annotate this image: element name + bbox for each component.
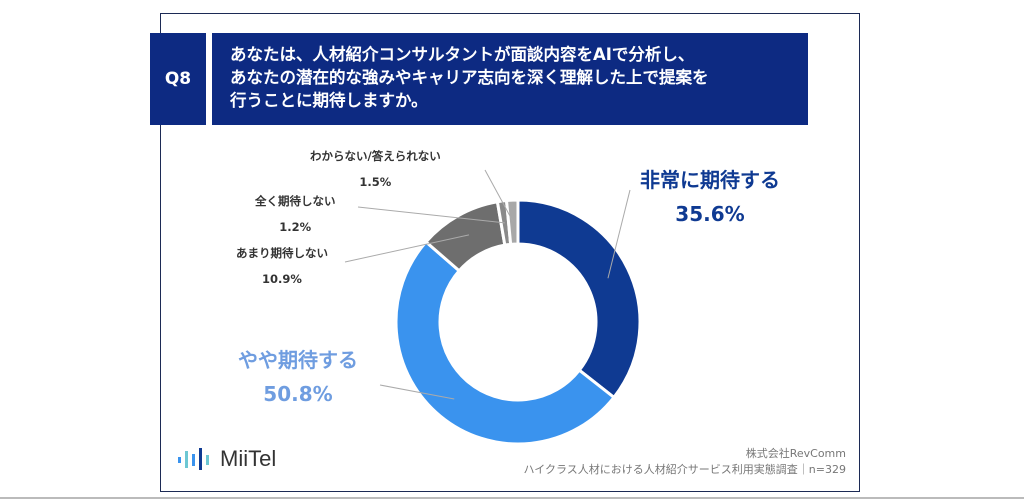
miitel-logo: MiiTel <box>178 446 276 472</box>
question-number: Q8 <box>150 33 206 125</box>
donut-slice <box>516 198 642 400</box>
label-somewhat-expect: やや期待する 50.8% <box>238 343 358 411</box>
slice-label: わからない/答えられない <box>310 149 441 163</box>
logo-bars-icon <box>178 448 209 470</box>
slice-label: あまり期待しない <box>236 246 328 260</box>
divider <box>0 497 1024 499</box>
question-text: あなたは、人材紹介コンサルタントが面談内容をAIで分析し、 あなたの潜在的な強み… <box>212 33 808 125</box>
slice-value: 50.8% <box>263 382 333 406</box>
chart-frame <box>160 13 860 492</box>
question-line: あなたは、人材紹介コンサルタントが面談内容をAIで分析し、 <box>230 45 695 64</box>
logo-text: MiiTel <box>220 446 277 471</box>
company-name: 株式会社RevComm <box>745 447 846 460</box>
label-dont-know: わからない/答えられない 1.5% <box>310 143 441 195</box>
credit: 株式会社RevComm ハイクラス人材における人材紹介サービス利用実態調査｜n=… <box>523 446 846 478</box>
leader-line <box>357 206 505 224</box>
label-not-much: あまり期待しない 10.9% <box>236 240 328 292</box>
label-very-expect: 非常に期待する 35.6% <box>640 163 780 231</box>
survey-name: ハイクラス人材における人材紹介サービス利用実態調査｜n=329 <box>523 463 846 476</box>
label-not-at-all: 全く期待しない 1.2% <box>255 188 336 240</box>
slice-value: 1.2% <box>279 220 312 234</box>
slice-value: 10.9% <box>262 272 302 286</box>
slice-value: 35.6% <box>675 202 745 226</box>
slice-label: 非常に期待する <box>640 168 780 192</box>
slice-label: 全く期待しない <box>255 194 336 208</box>
leader-line <box>344 234 470 263</box>
slice-label: やや期待する <box>238 348 358 372</box>
leader-line <box>379 384 455 400</box>
slice-value: 1.5% <box>359 175 392 189</box>
question-line: あなたの潜在的な強みやキャリア志向を深く理解した上で提案を <box>230 68 709 87</box>
leader-line <box>484 169 514 223</box>
donut-slice <box>504 198 520 246</box>
leader-line <box>607 189 631 279</box>
question-line: 行うことに期待しますか。 <box>230 91 428 110</box>
donut-slice <box>394 239 617 446</box>
